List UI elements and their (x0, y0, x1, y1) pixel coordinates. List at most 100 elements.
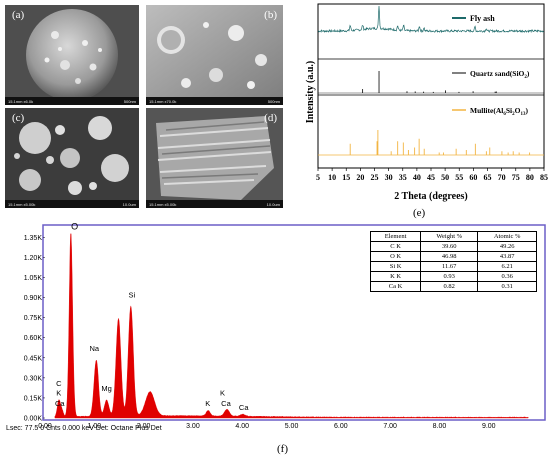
xrd-x-tick-label: 50 (441, 173, 449, 182)
sem-caption-d: 15.1mm x5.00k (149, 202, 177, 207)
panel-label-c: (c) (12, 112, 25, 124)
eds-peak-label: Mg (101, 384, 111, 393)
eds-y-tick-label: 0.60K (24, 335, 43, 342)
eds-table-cell: K K (369, 271, 422, 282)
sem-caption-c: 15.1mm x5.00k (8, 202, 36, 207)
sem-panel-d: (d) 15.1mm x5.00k 10.0um (146, 108, 283, 208)
eds-peak-label: K (56, 388, 61, 397)
eds-x-tick-label: 1.00 (87, 423, 101, 430)
xrd-x-tick-label: 20 (356, 173, 364, 182)
eds-table-cell: 43.87 (477, 251, 537, 262)
eds-y-tick-label: 0.45K (24, 355, 43, 362)
sem-image-c (5, 108, 139, 208)
eds-table-cell: C K (369, 241, 422, 252)
eds-table-cell: 0.93 (420, 271, 479, 282)
panel-label-f: (f) (277, 443, 288, 455)
xrd-frame (317, 3, 545, 169)
eds-chart: 0.00K0.15K0.30K0.45K0.60K0.75K0.90K1.05K… (24, 222, 546, 430)
eds-frame (42, 224, 546, 421)
panel-label-d: (d) (264, 112, 277, 124)
eds-x-tick-label: 8.00 (433, 423, 447, 430)
sem-image-a (5, 5, 139, 105)
sem-scale-c: 10.0um (122, 202, 136, 207)
eds-table-cell: 0.82 (420, 281, 479, 292)
eds-table-row: Si K 11.67 6.21 (369, 261, 537, 272)
eds-table-header: Element (369, 231, 422, 242)
sem-panel-c: (c) 15.1mm x5.00k 10.0um (5, 108, 139, 208)
eds-y-tick-label: 1.05K (24, 275, 43, 282)
xrd-x-tick-label: 75 (512, 173, 520, 182)
eds-x-tick-label: 9.00 (482, 423, 496, 430)
eds-peak-label: Ca (221, 399, 231, 408)
eds-x-tick-label: 3.00 (186, 423, 200, 430)
sem-scale-d: 10.0um (266, 202, 280, 207)
eds-x-tick-label: 6.00 (334, 423, 348, 430)
eds-y-tick-label: 1.20K (24, 255, 43, 262)
eds-table-header: Weight % (420, 231, 479, 242)
eds-table-cell: 0.31 (477, 281, 537, 292)
eds-table-header: Atomic % (477, 231, 537, 242)
eds-table-row: O K 46.98 43.87 (369, 251, 537, 262)
eds-table-cell: Si K (369, 261, 422, 272)
xrd-x-tick-label: 40 (413, 173, 421, 182)
xrd-xlabel: 2 Theta (degrees) (394, 191, 468, 202)
eds-peak-label: K (205, 399, 210, 408)
eds-peak-label: Na (90, 344, 100, 353)
eds-y-tick-label: 0.00K (24, 416, 43, 423)
eds-table-cell: 6.21 (477, 261, 537, 272)
eds-table-cell: Ca K (369, 281, 422, 292)
xrd-ylabel: Intensity (a.u.) (305, 61, 316, 124)
xrd-x-tick-label: 80 (526, 173, 534, 182)
eds-x-tick-label: 4.00 (235, 423, 249, 430)
sem-caption-b: 15.1mm x70.0k (149, 99, 177, 104)
xrd-x-tick-label: 15 (342, 173, 350, 182)
eds-peak-label: K (220, 388, 225, 397)
eds-y-tick-label: 0.30K (24, 375, 43, 382)
eds-x-tick-label: 7.00 (383, 423, 397, 430)
xrd-x-tick-label: 55 (455, 173, 463, 182)
eds-x-tick-label: 0.00 (38, 423, 52, 430)
xrd-x-tick-label: 60 (469, 173, 477, 182)
sem-caption-a: 15.1mm x6.0k (8, 99, 34, 104)
xrd-x-tick-label: 65 (484, 173, 492, 182)
eds-spectrum (54, 233, 529, 419)
xrd-x-tick-label: 10 (328, 173, 336, 182)
eds-table-cell: 39.60 (420, 241, 479, 252)
eds-results-table: Element Weight % Atomic % C K 39.60 49.26 O… (369, 231, 537, 292)
eds-table-row: K K 0.93 0.36 (369, 271, 537, 282)
sem-panel-b: (b) 15.1mm x70.0k 500nm (146, 5, 283, 105)
sem-panel-a: (a) 15.1mm x6.0k 500nm (5, 5, 139, 105)
eds-table-row: C K 39.60 49.26 (369, 241, 537, 252)
panel-label-b: (b) (264, 9, 277, 21)
eds-table-cell: 0.36 (477, 271, 537, 282)
eds-y-tick-label: 0.90K (24, 295, 43, 302)
panel-label-a: (a) (12, 9, 25, 21)
eds-y-tick-label: 1.35K (24, 235, 43, 242)
eds-y-tick-label: 0.15K (24, 395, 43, 402)
xrd-x-tick-label: 25 (371, 173, 379, 182)
xrd-x-tick-label: 70 (498, 173, 506, 182)
legend-mullite: Mullite(Al6Si2O13) (470, 106, 528, 117)
xrd-x-tick-label: 85 (540, 173, 548, 182)
eds-table-row: Ca K 0.82 0.31 (369, 281, 537, 292)
eds-peak-label: Ca (55, 399, 65, 408)
xrd-x-tick-label: 35 (399, 173, 407, 182)
eds-peak-label: Ca (239, 403, 249, 412)
eds-peak-label: Si (128, 291, 135, 300)
xrd-x-tick-label: 30 (385, 173, 393, 182)
xrd-x-tick-label: 45 (427, 173, 435, 182)
sem-image-b (146, 5, 283, 105)
eds-x-tick-label: 2.00 (137, 423, 151, 430)
eds-x-tick-label: 5.00 (285, 423, 299, 430)
eds-y-tick-label: 0.75K (24, 315, 43, 322)
eds-footer: Lsec: 77.5 0 Cnts 0.000 keV Det: Octane … (6, 425, 162, 432)
eds-table-header-row: Element Weight % Atomic % (369, 231, 537, 242)
eds-peak-label: C (56, 379, 62, 388)
sem-scale-a: 500nm (123, 99, 136, 104)
eds-table-cell: 11.67 (420, 261, 479, 272)
xrd-chart: Intensity (a.u.) 5 10 15 20 25 30 35 40 45 50 55 60… (305, 3, 548, 202)
legend-fly-ash: Fly ash (470, 14, 495, 23)
sem-image-d (146, 108, 283, 208)
eds-table-cell: 49.26 (477, 241, 537, 252)
xrd-x-tick-label: 5 (316, 173, 320, 182)
